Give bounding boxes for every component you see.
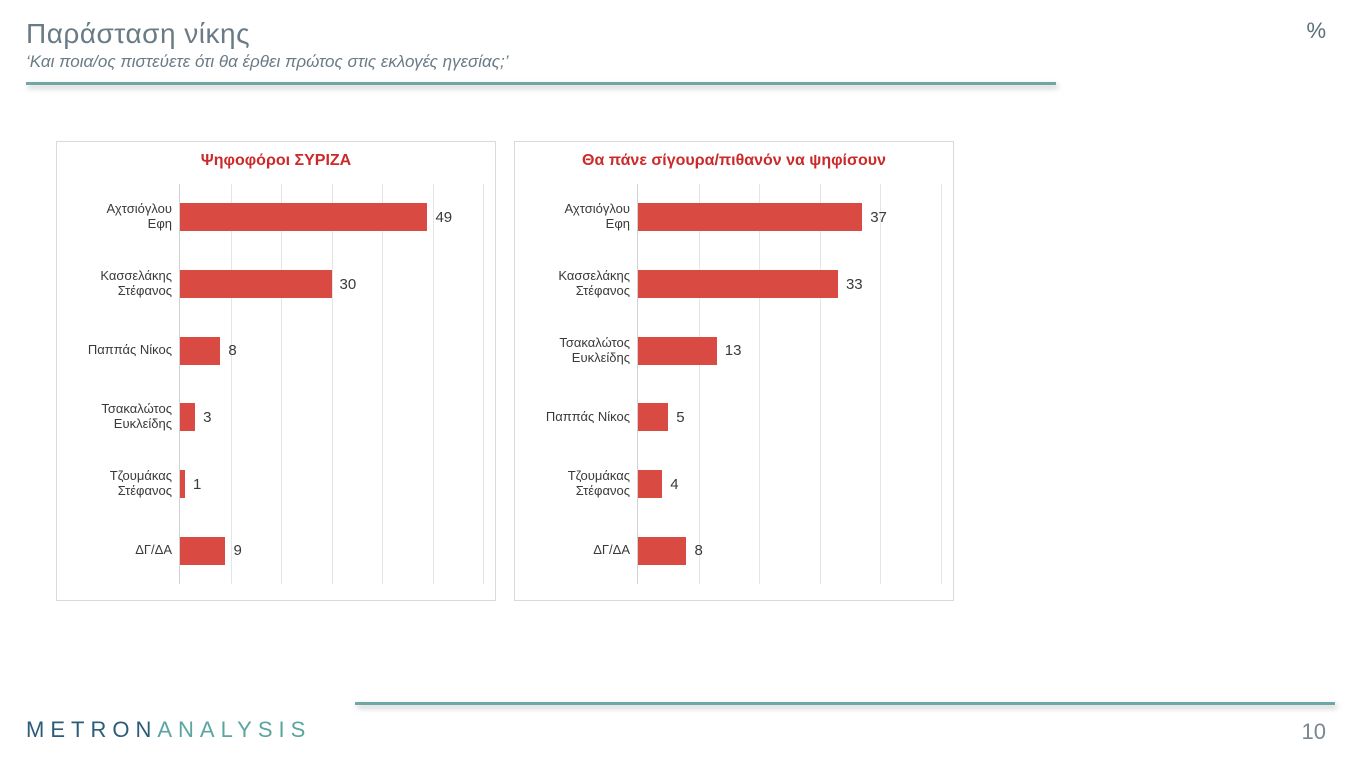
bar-value: 3: [203, 409, 211, 426]
bar-row: ΑχτσιόγλουΕφη49: [180, 203, 483, 231]
page-number: 10: [1302, 719, 1326, 745]
category-label: ΔΓ/ΔΑ: [70, 543, 180, 558]
gridline: [231, 184, 232, 584]
bar: [638, 270, 838, 298]
bar-value: 30: [340, 276, 357, 293]
gridline: [382, 184, 383, 584]
bar-row: ΔΓ/ΔΑ9: [180, 537, 483, 565]
chart-right: Θα πάνε σίγουρα/πιθανόν να ψηφίσουν Αχτσι…: [514, 141, 954, 601]
category-label: ΔΓ/ΔΑ: [528, 543, 638, 558]
bar-value: 33: [846, 276, 863, 293]
gridline: [880, 184, 881, 584]
category-label: ΚασσελάκηςΣτέφανος: [70, 269, 180, 299]
bar-row: ΚασσελάκηςΣτέφανος30: [180, 270, 483, 298]
bar-value: 13: [725, 342, 742, 359]
y-axis-labels: [527, 184, 637, 584]
bar-row: ΤσακαλώτοςΕυκλείδης13: [638, 337, 941, 365]
y-axis-labels: [69, 184, 179, 584]
bar-value: 9: [233, 542, 241, 559]
bar-row: Παππάς Νίκος5: [638, 403, 941, 431]
category-label: ΑχτσιόγλουΕφη: [528, 202, 638, 232]
category-label: ΤζουμάκαςΣτέφανος: [528, 469, 638, 499]
bar-row: ΚασσελάκηςΣτέφανος33: [638, 270, 941, 298]
chart-title: Ψηφοφόροι ΣΥΡΙΖΑ: [69, 152, 483, 170]
gridline: [820, 184, 821, 584]
bar: [638, 470, 662, 498]
bars-area: ΑχτσιόγλουΕφη37 ΚασσελάκηςΣτέφανος33 Τσακα…: [637, 184, 941, 584]
bar-row: ΔΓ/ΔΑ8: [638, 537, 941, 565]
plot-area: ΑχτσιόγλουΕφη37ΚασσελάκηςΣτέφανος33Τσακα…: [527, 184, 941, 584]
bar: [180, 203, 427, 231]
bar-row: ΤζουμάκαςΣτέφανος1: [180, 470, 483, 498]
category-label: ΑχτσιόγλουΕφη: [70, 202, 180, 232]
bar-row: ΑχτσιόγλουΕφη37: [638, 203, 941, 231]
bar-value: 5: [676, 409, 684, 426]
bar: [180, 537, 225, 565]
bar: [180, 470, 185, 498]
gridline: [281, 184, 282, 584]
bar-value: 1: [193, 476, 201, 493]
chart-title: Θα πάνε σίγουρα/πιθανόν να ψηφίσουν: [527, 152, 941, 170]
bars-area: ΑχτσιόγλουΕφη49 ΚασσελάκηςΣτέφανος30 Παππά…: [179, 184, 483, 584]
bar-value: 49: [435, 209, 452, 226]
logo-part-2: ANALYSIS: [157, 717, 311, 742]
bar-value: 8: [694, 542, 702, 559]
bar: [180, 403, 195, 431]
chart-left: Ψηφοφόροι ΣΥΡΙΖΑΑχτσιόγλουΕφη49Κασσελάκη…: [56, 141, 496, 601]
bar: [638, 537, 686, 565]
charts-container: Ψηφοφόροι ΣΥΡΙΖΑΑχτσιόγλουΕφη49Κασσελάκη…: [56, 141, 1334, 601]
bar: [180, 270, 332, 298]
category-label: ΤζουμάκαςΣτέφανος: [70, 469, 180, 499]
bar-row: Παππάς Νίκος8: [180, 337, 483, 365]
bar-row: ΤζουμάκαςΣτέφανος4: [638, 470, 941, 498]
page-title: Παράσταση νίκης: [26, 18, 1334, 50]
gridline: [332, 184, 333, 584]
gridline: [759, 184, 760, 584]
gridline: [941, 184, 942, 584]
category-label: ΚασσελάκηςΣτέφανος: [528, 269, 638, 299]
bar-value: 37: [870, 209, 887, 226]
bar-row: ΤσακαλώτοςΕυκλείδης3: [180, 403, 483, 431]
page-subtitle: ‘Και ποια/ος πιστεύετε ότι θα έρθει πρώτ…: [26, 52, 1334, 72]
brand-logo: METRONANALYSIS: [26, 717, 311, 743]
bar: [638, 337, 717, 365]
bar-value: 4: [670, 476, 678, 493]
gridline: [433, 184, 434, 584]
category-label: ΤσακαλώτοςΕυκλείδης: [70, 402, 180, 432]
title-divider: [26, 82, 1334, 85]
category-label: Παππάς Νίκος: [528, 410, 638, 425]
category-label: Παππάς Νίκος: [70, 343, 180, 358]
logo-part-1: METRON: [26, 717, 157, 742]
category-label: ΤσακαλώτοςΕυκλείδης: [528, 336, 638, 366]
bar: [638, 403, 668, 431]
gridline: [483, 184, 484, 584]
slide: Παράσταση νίκης ‘Και ποια/ος πιστεύετε ό…: [0, 0, 1360, 765]
bar: [180, 337, 220, 365]
plot-area: ΑχτσιόγλουΕφη49ΚασσελάκηςΣτέφανος30Παππά…: [69, 184, 483, 584]
gridline: [699, 184, 700, 584]
bar: [638, 203, 862, 231]
percent-symbol: %: [1306, 18, 1326, 44]
footer-divider: [355, 702, 1335, 705]
bar-value: 8: [228, 342, 236, 359]
